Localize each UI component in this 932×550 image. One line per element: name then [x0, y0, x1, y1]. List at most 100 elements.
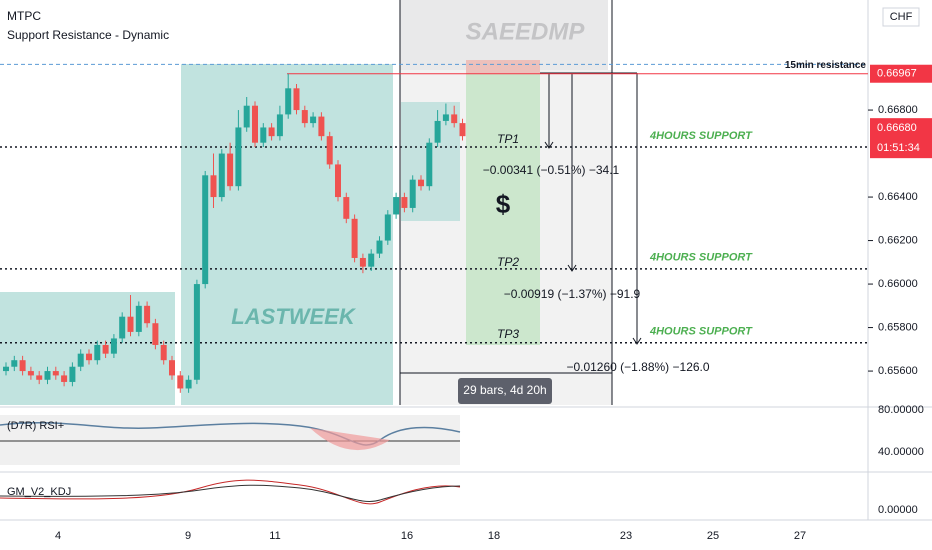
candle-body	[293, 88, 300, 111]
candle-body	[276, 114, 283, 137]
candle-body	[285, 88, 292, 115]
candle-body	[393, 197, 400, 215]
price-box	[870, 118, 932, 159]
kdj-line	[0, 479, 461, 505]
candle-body	[102, 344, 109, 354]
stop-box	[466, 60, 540, 74]
candle-body	[401, 197, 408, 208]
candle-body	[52, 371, 59, 376]
candle-body	[3, 366, 9, 372]
x-tick-label: 4	[55, 530, 61, 542]
candle-body	[193, 284, 200, 380]
x-tick-label: 23	[620, 530, 632, 542]
price-label: 0.66967	[877, 68, 917, 80]
candle-body	[127, 316, 134, 332]
x-tick-label: 27	[794, 530, 806, 542]
candle-body	[218, 153, 225, 198]
candle-body	[359, 257, 366, 267]
x-tick-label: 9	[185, 530, 191, 542]
y-tick-label: 0.66000	[878, 278, 918, 290]
candle-body	[119, 316, 126, 339]
candle-body	[310, 116, 317, 124]
candle-body	[409, 179, 416, 208]
y-tick-label: 0.65800	[878, 321, 918, 333]
x-tick-label: 16	[401, 530, 413, 542]
study-title: Support Resistance - Dynamic	[7, 28, 169, 42]
rsi-line	[0, 422, 461, 446]
candle-body	[160, 344, 167, 361]
candle-body	[11, 360, 18, 367]
candle-body	[19, 360, 26, 372]
indicator-name: (D7R) RSI+	[7, 420, 64, 432]
candle-body	[252, 105, 258, 143]
level-label: 4HOURS SUPPORT	[649, 130, 753, 142]
candle-body	[268, 127, 275, 137]
candle-body	[343, 197, 350, 219]
candle-body	[376, 240, 383, 254]
candle-body	[335, 164, 341, 198]
y-tick-label: 0.66200	[878, 234, 918, 246]
candle-body	[243, 105, 250, 128]
target-name: TP3	[497, 327, 519, 341]
indicator-tick: 0.00000	[878, 504, 918, 516]
watermark: SAEEDMP	[466, 18, 586, 45]
candle-body	[434, 120, 441, 143]
countdown: 01:51:34	[877, 142, 920, 154]
candle-body	[86, 353, 92, 361]
candle-body	[318, 116, 325, 137]
watermark-box	[400, 0, 608, 70]
level-label: 4HOURS SUPPORT	[649, 252, 753, 264]
candle-body	[36, 375, 43, 380]
x-tick-label: 18	[488, 530, 500, 542]
candle-body	[451, 114, 458, 124]
x-tick-label: 25	[707, 530, 719, 542]
candle-body	[459, 123, 466, 137]
candle-body	[326, 136, 333, 165]
indicator-name: GM_V2_KDJ	[7, 486, 71, 498]
candle-body	[235, 127, 242, 187]
y-tick-label: 0.65600	[878, 365, 918, 377]
price-label: 0.66680	[877, 122, 917, 134]
candle-body	[77, 353, 84, 367]
measure-label: −0.01260 (−1.88%) −126.0	[566, 360, 709, 374]
indicator-tick: 40.00000	[878, 446, 924, 458]
candle-body	[144, 305, 151, 324]
measure-arrows	[540, 72, 642, 345]
candle-body	[227, 153, 234, 187]
box-label: LASTWEEK	[231, 304, 357, 329]
candle-body	[152, 323, 159, 345]
target-name: TP1	[497, 132, 519, 146]
y-tick-label: 0.66800	[878, 104, 918, 116]
rsi-fill	[310, 428, 390, 451]
candle-body	[177, 375, 184, 389]
range-tooltip	[458, 378, 552, 404]
candle-body	[185, 379, 192, 389]
measure-label: −0.00341 (−0.51%) −34.1	[483, 163, 620, 177]
range-label: 29 bars, 4d 20h	[463, 383, 546, 397]
candle-body	[169, 360, 175, 376]
x-tick-label: 11	[269, 530, 280, 542]
rsi-band	[0, 415, 460, 465]
level-label: 15min resistance	[785, 60, 867, 71]
dollar: $	[496, 189, 511, 219]
candle-body	[426, 142, 433, 187]
candle-body	[94, 344, 101, 361]
candle-body	[384, 214, 391, 241]
candle-body	[69, 366, 76, 382]
candle-body	[301, 110, 308, 124]
symbol: MTPC	[7, 9, 41, 23]
price-box	[870, 64, 932, 83]
candle-body	[260, 127, 267, 143]
target-name: TP2	[497, 255, 519, 269]
candle-body	[44, 371, 51, 380]
currency: CHF	[890, 11, 913, 23]
target-box	[466, 60, 540, 345]
candle-body	[135, 305, 142, 332]
candle-body	[442, 114, 449, 121]
candle-body	[110, 338, 117, 354]
currency-box	[882, 7, 920, 27]
candle-body	[27, 371, 34, 376]
lastweek-box	[181, 64, 393, 405]
level-label: 4HOURS SUPPORT	[649, 326, 753, 338]
